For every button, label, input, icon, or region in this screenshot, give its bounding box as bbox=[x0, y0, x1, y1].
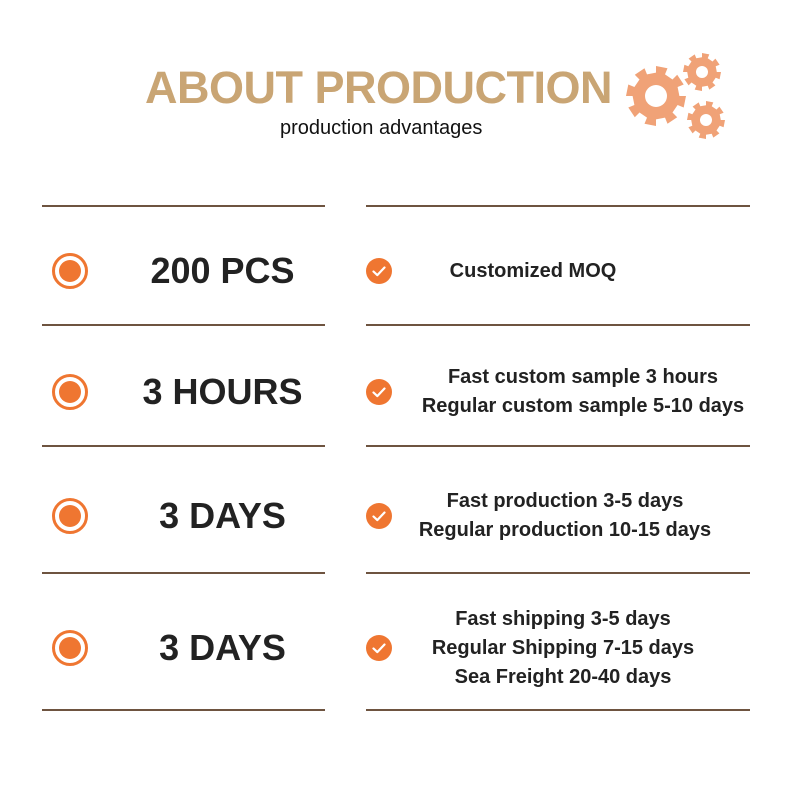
divider bbox=[42, 572, 325, 574]
gears-icon bbox=[626, 53, 725, 139]
check-circle-icon bbox=[366, 503, 392, 529]
divider bbox=[366, 572, 750, 574]
bullet-circle-icon bbox=[52, 374, 88, 410]
divider bbox=[366, 445, 750, 447]
description-line: Sea Freight 20-40 days bbox=[454, 665, 672, 688]
description-line: Fast production 3-5 days bbox=[446, 490, 684, 512]
row-value: 3 HOURS bbox=[142, 371, 303, 412]
row-value: 3 DAYS bbox=[159, 627, 286, 668]
bullet-circle-icon bbox=[52, 253, 88, 289]
description-line: Regular custom sample 5-10 days bbox=[421, 395, 745, 417]
divider bbox=[366, 324, 750, 326]
description-line: Fast shipping 3-5 days bbox=[455, 607, 671, 630]
check-circle-icon bbox=[366, 379, 392, 405]
description-line: Regular production 10-15 days bbox=[418, 519, 712, 541]
divider bbox=[366, 709, 750, 711]
row-value: 3 DAYS bbox=[159, 495, 286, 536]
divider bbox=[42, 445, 325, 447]
page-subtitle: production advantages bbox=[280, 117, 483, 139]
description-line: Customized MOQ bbox=[449, 259, 617, 282]
divider bbox=[42, 709, 325, 711]
bullet-circle-icon bbox=[52, 498, 88, 534]
bullet-circle-icon bbox=[52, 630, 88, 666]
row-description: Fast shipping 3-5 days Regular Shipping 7… bbox=[353, 605, 773, 692]
row-description: Fast production 3-5 days Regular producti… bbox=[355, 487, 775, 545]
row-value: 200 PCS bbox=[150, 250, 295, 291]
row-description: Customized MOQ bbox=[323, 257, 743, 286]
check-circle-icon bbox=[366, 635, 392, 661]
divider bbox=[366, 205, 750, 207]
divider bbox=[42, 324, 325, 326]
page-title: ABOUT PRODUCTION bbox=[145, 62, 612, 113]
check-circle-icon bbox=[366, 258, 392, 284]
divider bbox=[42, 205, 325, 207]
row-description: Fast custom sample 3 hours Regular custom… bbox=[373, 363, 790, 421]
description-line: Fast custom sample 3 hours bbox=[447, 366, 719, 388]
description-line: Regular Shipping 7-15 days bbox=[431, 636, 695, 659]
